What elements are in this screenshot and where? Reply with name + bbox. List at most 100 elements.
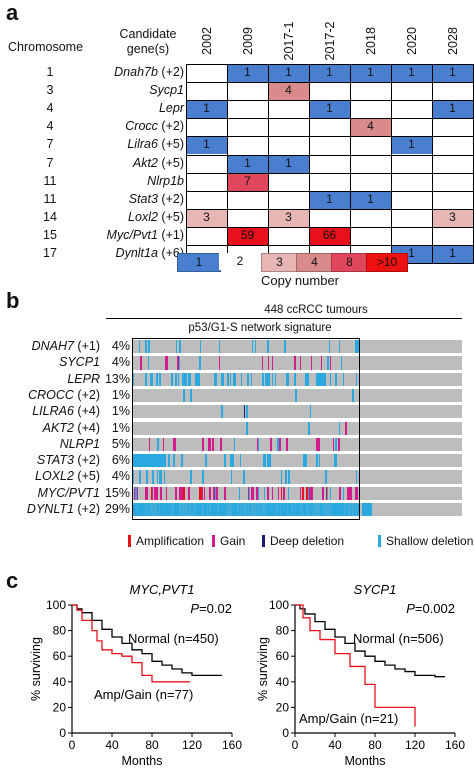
x-tick-label: 80 xyxy=(368,738,382,752)
alteration-mark xyxy=(287,372,289,386)
oncoprint-gene-label: SYCP1 xyxy=(0,355,100,369)
alteration-mark xyxy=(334,454,336,468)
alteration-mark xyxy=(243,405,246,419)
gene-suffix: (+1) xyxy=(157,227,184,242)
alteration-mark xyxy=(355,372,358,386)
copy-number-cell: 1 xyxy=(350,190,391,209)
alteration-mark xyxy=(302,454,305,468)
copy-number-cell: 1 xyxy=(268,154,309,173)
x-tick-label: 40 xyxy=(105,738,119,752)
alteration-mark xyxy=(285,372,288,386)
gene-name: Myc/Pvt1 xyxy=(106,227,158,242)
oncoprint-percent: 4% xyxy=(111,355,130,370)
alteration-mark xyxy=(160,486,163,500)
alteration-mark xyxy=(247,486,250,500)
gene-label: Nlrp1b xyxy=(60,174,184,188)
oncoprint-percent: 1% xyxy=(111,420,130,435)
alteration-mark xyxy=(159,372,161,386)
plot-title: MYC,PVT1 xyxy=(129,582,194,597)
grid-hline xyxy=(186,208,474,210)
alteration-mark xyxy=(243,470,245,484)
alteration-mark xyxy=(255,486,258,500)
chromosome-label: 17 xyxy=(43,246,57,260)
copy-number-cell: 1 xyxy=(309,64,350,83)
oncoprint-track xyxy=(132,340,462,354)
alteration-mark xyxy=(230,470,233,484)
oncoprint-track xyxy=(132,356,462,370)
survival-curve xyxy=(295,604,445,678)
alteration-mark xyxy=(198,372,200,386)
y-tick-label: 40 xyxy=(276,675,290,689)
gene-label: Loxl2 (+5) xyxy=(60,210,184,224)
chromosome-label: 4 xyxy=(46,101,54,116)
copy-number-cell: 59 xyxy=(227,226,268,245)
grid-hline xyxy=(186,136,474,138)
alteration-mark xyxy=(326,486,329,500)
alteration-mark xyxy=(342,372,345,386)
x-axis-label: Months xyxy=(122,754,163,768)
alteration-mark xyxy=(165,356,167,370)
gene-name: Crocc xyxy=(125,119,158,134)
alteration-mark xyxy=(190,388,192,403)
alteration-mark xyxy=(189,372,191,386)
oncoprint-gene-label: LEPR xyxy=(0,372,100,386)
alteration-mark xyxy=(267,454,269,468)
alteration-mark xyxy=(181,454,184,468)
alteration-mark xyxy=(277,437,279,452)
gene-suffix: (+5) xyxy=(157,155,184,170)
plot-title: SYCP1 xyxy=(354,582,397,597)
alteration-mark xyxy=(209,486,211,500)
y-axis-label: % surviving xyxy=(29,637,43,701)
alteration-mark xyxy=(299,356,302,370)
gene-label: Dynlt1a (+6) xyxy=(60,246,184,260)
amp-gain-label: Amp/Gain (n=77) xyxy=(94,687,193,702)
alteration-mark xyxy=(233,372,235,386)
oncoprint-track xyxy=(132,454,462,468)
alteration-mark xyxy=(134,486,137,500)
alteration-mark xyxy=(175,486,177,500)
oncoprint-percent: 1% xyxy=(111,387,130,402)
alteration-mark xyxy=(213,486,215,500)
alteration-mark xyxy=(172,437,175,452)
chromosome-header: Chromosome xyxy=(8,40,84,54)
alteration-mark xyxy=(197,372,199,386)
y-tick-label: 80 xyxy=(53,624,67,638)
gene-name: Akt2 xyxy=(132,155,158,170)
amp-gain-label: Amp/Gain (n=21) xyxy=(299,711,398,726)
gene-name: DYNLT1 xyxy=(26,502,74,516)
legend-mark xyxy=(378,535,381,547)
copy-number-cell: 1 xyxy=(432,64,473,83)
legend-mark xyxy=(262,535,265,547)
gene-suffix: (+4) xyxy=(73,420,100,435)
alteration-mark xyxy=(246,405,249,419)
x-tick-label: 0 xyxy=(69,738,76,752)
gene-suffix: (+5) xyxy=(157,137,184,152)
alteration-mark xyxy=(183,486,185,500)
alteration-mark xyxy=(163,470,166,484)
grid-hline xyxy=(186,190,474,192)
gene-label: Stat3 (+2) xyxy=(60,192,184,206)
legend-mark xyxy=(212,535,215,547)
alteration-block xyxy=(316,372,324,386)
gene-name: Lepr xyxy=(158,101,184,116)
alteration-mark xyxy=(288,470,290,484)
oncoprint-percent: 4% xyxy=(111,469,130,484)
legend-label: Gain xyxy=(220,534,246,548)
alteration-mark xyxy=(327,356,329,370)
alteration-block xyxy=(132,454,166,468)
alteration-mark xyxy=(171,372,173,386)
x-tick-label: 0 xyxy=(292,738,299,752)
gene-label: Akt2 (+5) xyxy=(60,156,184,170)
gene-name: MYC/PVT1 xyxy=(37,485,100,500)
alteration-mark xyxy=(221,405,223,419)
alteration-mark xyxy=(316,437,318,452)
panel-c-label: c xyxy=(6,568,19,593)
legend-label: Deep deletion xyxy=(270,534,345,548)
alteration-mark xyxy=(136,486,139,500)
legend-label: Amplification xyxy=(136,534,205,548)
alteration-mark xyxy=(355,340,357,354)
oncoprint-track xyxy=(132,421,462,435)
alteration-mark xyxy=(352,388,354,403)
alteration-mark xyxy=(180,486,182,500)
alteration-mark xyxy=(309,405,312,419)
